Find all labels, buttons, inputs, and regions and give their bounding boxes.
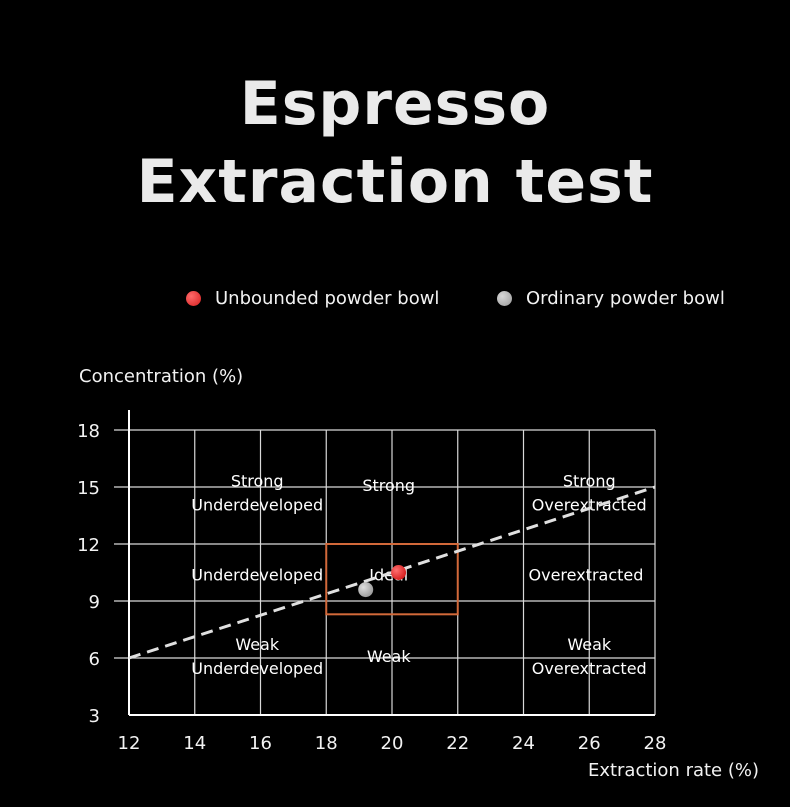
legend-item-unbounded: Unbounded powder bowl	[186, 288, 439, 309]
chart-title-line-2: Extraction test	[136, 147, 654, 217]
legend-item-ordinary: Ordinary powder bowl	[497, 288, 725, 309]
region-label-line: Overextracted	[529, 565, 644, 584]
x-tick-label: 22	[446, 733, 469, 754]
x-tick-label: 26	[578, 733, 601, 754]
data-point-ordinary	[358, 582, 374, 598]
legend-marker-gray-dot	[497, 291, 512, 306]
region-label-line: Strong	[362, 476, 415, 495]
data-marks	[128, 485, 656, 660]
region-labels: Strong Underdeveloped Strong Strong Overextr…	[191, 472, 646, 678]
region-label: Strong	[362, 476, 415, 495]
region-label: Overextracted	[529, 565, 644, 584]
axes	[128, 410, 655, 716]
x-axis-label: Extraction rate (%)	[588, 760, 759, 781]
x-tick-label: 12	[118, 733, 141, 754]
x-tick-label: 24	[512, 733, 535, 754]
region-label-line: Overextracted	[532, 659, 647, 678]
x-tick-label: 14	[183, 733, 206, 754]
y-tick-label: 18	[77, 421, 100, 442]
legend-label: Ordinary powder bowl	[526, 288, 725, 309]
chart-title-line-1: Espresso	[239, 69, 551, 139]
x-tick-label: 28	[644, 733, 667, 754]
region-label-line: Underdeveloped	[191, 565, 323, 584]
region-label-line: Underdeveloped	[191, 496, 323, 515]
tick-labels: 12 14 16 18 20 22 24 26 28 3 6 9 12 15 18	[77, 421, 666, 754]
y-tick-label: 9	[89, 592, 100, 613]
x-tick-label: 18	[315, 733, 338, 754]
region-label-line: Weak	[367, 647, 412, 666]
ideal-zone-box	[325, 543, 459, 616]
region-label: Underdeveloped	[191, 565, 323, 584]
y-axis-label: Concentration (%)	[79, 366, 243, 387]
region-label: Weak	[367, 647, 412, 666]
region-label-line: Strong	[563, 472, 616, 491]
region-label-line: Weak	[235, 635, 280, 654]
region-label-line: Underdeveloped	[191, 659, 323, 678]
y-tick-label: 15	[77, 478, 100, 499]
region-label: Weak Overextracted	[532, 635, 647, 678]
y-tick-label: 12	[77, 535, 100, 556]
region-label-line: Strong	[231, 472, 284, 491]
region-label: Strong Underdeveloped	[191, 472, 323, 515]
region-label-line: Weak	[567, 635, 612, 654]
x-tick-label: 16	[249, 733, 272, 754]
x-tick-label: 20	[381, 733, 404, 754]
region-label-line: Overextracted	[532, 496, 647, 515]
region-label: Weak Underdeveloped	[191, 635, 323, 678]
legend-label: Unbounded powder bowl	[215, 288, 440, 309]
y-tick-label: 3	[89, 706, 100, 727]
y-tick-label: 6	[89, 649, 100, 670]
data-point-unbounded	[391, 565, 407, 580]
legend-marker-red-dot	[186, 291, 201, 306]
